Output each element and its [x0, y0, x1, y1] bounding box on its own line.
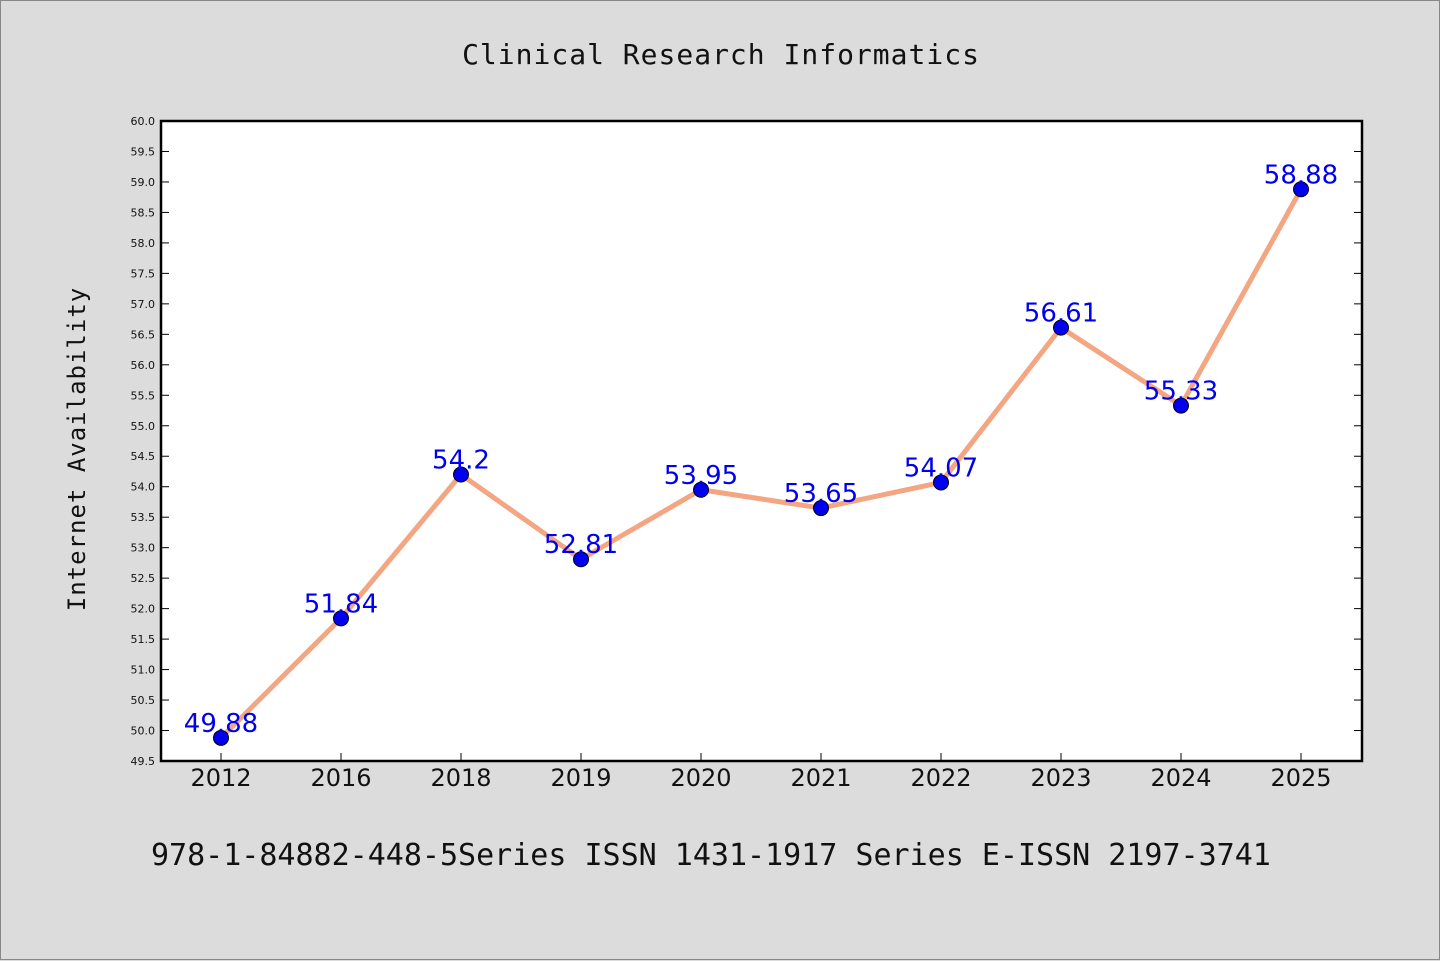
y-tick-label: 50.0 [131, 725, 156, 738]
data-label: 51.84 [304, 589, 378, 619]
y-tick-label: 49.5 [131, 755, 156, 768]
y-tick-label: 56.5 [131, 328, 156, 341]
y-tick-label: 53.0 [131, 542, 156, 555]
y-axis-label: Internet Availability [63, 287, 91, 611]
data-point-marker [693, 481, 709, 498]
data-label: 54.07 [904, 453, 978, 483]
data-point-marker [933, 474, 949, 491]
data-label: 52.81 [544, 530, 618, 560]
y-tick-label: 58.0 [131, 237, 156, 250]
data-label: 58.88 [1264, 160, 1338, 190]
data-point-marker [1293, 181, 1309, 198]
series-markers [213, 181, 1309, 746]
x-axis-ticks: 2012 2016 2018 2019 2020 2021 2022 2023 2024 2025 [190, 753, 1332, 792]
series-line [218, 186, 1304, 741]
x-tick-label: 2018 [430, 764, 491, 792]
y-axis-ticks: 49.5 50.0 50.5 51.0 51.5 52.0 52.5 53.0 53.5 54.0… [131, 115, 1362, 768]
data-label: 53.95 [664, 461, 738, 491]
y-tick-label: 52.5 [131, 572, 156, 585]
y-tick-label: 53.5 [131, 511, 156, 524]
data-point-marker [213, 729, 229, 746]
data-labels: 49.88 51.84 54.2 52.81 53.95 53.65 54.07 56.61 5… [184, 160, 1338, 739]
data-label: 54.2 [432, 446, 490, 476]
footer-isbn-issn: 978-1-84882-448-5Series ISSN 1431-1917 S… [151, 838, 1271, 873]
plot-area [161, 121, 1362, 761]
y-tick-label: 58.5 [131, 206, 156, 219]
x-tick-label: 2020 [670, 764, 731, 792]
y-tick-label: 56.0 [131, 359, 156, 372]
y-tick-label: 55.5 [131, 389, 156, 402]
data-point-marker [333, 610, 349, 627]
x-tick-label: 2022 [910, 764, 971, 792]
x-tick-label: 2024 [1150, 764, 1211, 792]
x-tick-label: 2023 [1030, 764, 1091, 792]
data-point-marker [1173, 397, 1189, 414]
y-tick-label: 57.5 [131, 267, 156, 280]
series-line-group [218, 186, 1304, 741]
data-label: 53.65 [784, 479, 858, 509]
data-label: 56.61 [1024, 299, 1098, 329]
y-tick-label: 60.0 [131, 115, 156, 128]
x-tick-label: 2025 [1270, 764, 1331, 792]
data-label: 49.88 [184, 709, 258, 739]
data-point-marker [813, 500, 829, 517]
y-tick-label: 57.0 [131, 298, 156, 311]
data-point-marker [1053, 319, 1069, 336]
y-tick-label: 59.5 [131, 145, 156, 158]
y-tick-label: 54.5 [131, 450, 156, 463]
chart-title: Clinical Research Informatics [462, 38, 980, 71]
x-tick-label: 2019 [550, 764, 611, 792]
data-point-marker [453, 466, 469, 483]
data-point-marker [573, 551, 589, 568]
y-tick-label: 52.0 [131, 603, 156, 616]
y-tick-label: 51.0 [131, 664, 156, 677]
y-tick-label: 50.5 [131, 694, 156, 707]
y-tick-label: 55.0 [131, 420, 156, 433]
y-tick-label: 54.0 [131, 481, 156, 494]
data-label: 55.33 [1144, 377, 1218, 407]
x-tick-label: 2021 [790, 764, 851, 792]
x-tick-label: 2016 [310, 764, 371, 792]
plot-border [159, 119, 1364, 763]
y-tick-label: 51.5 [131, 633, 156, 646]
y-tick-label: 59.0 [131, 176, 156, 189]
x-tick-label: 2012 [190, 764, 251, 792]
